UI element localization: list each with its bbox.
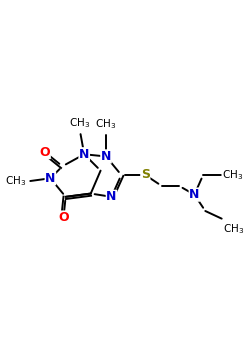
- Text: CH$_3$: CH$_3$: [222, 168, 243, 182]
- Text: O: O: [58, 211, 69, 224]
- Text: CH$_3$: CH$_3$: [223, 222, 244, 236]
- Text: CH$_3$: CH$_3$: [69, 117, 90, 130]
- Text: CH$_3$: CH$_3$: [5, 175, 26, 188]
- Text: N: N: [101, 150, 111, 163]
- Text: N: N: [79, 148, 90, 161]
- Text: N: N: [189, 188, 200, 201]
- Text: CH$_3$: CH$_3$: [96, 118, 117, 131]
- Text: S: S: [141, 168, 150, 182]
- Text: O: O: [40, 146, 50, 159]
- Text: N: N: [45, 172, 56, 185]
- Text: N: N: [106, 190, 117, 203]
